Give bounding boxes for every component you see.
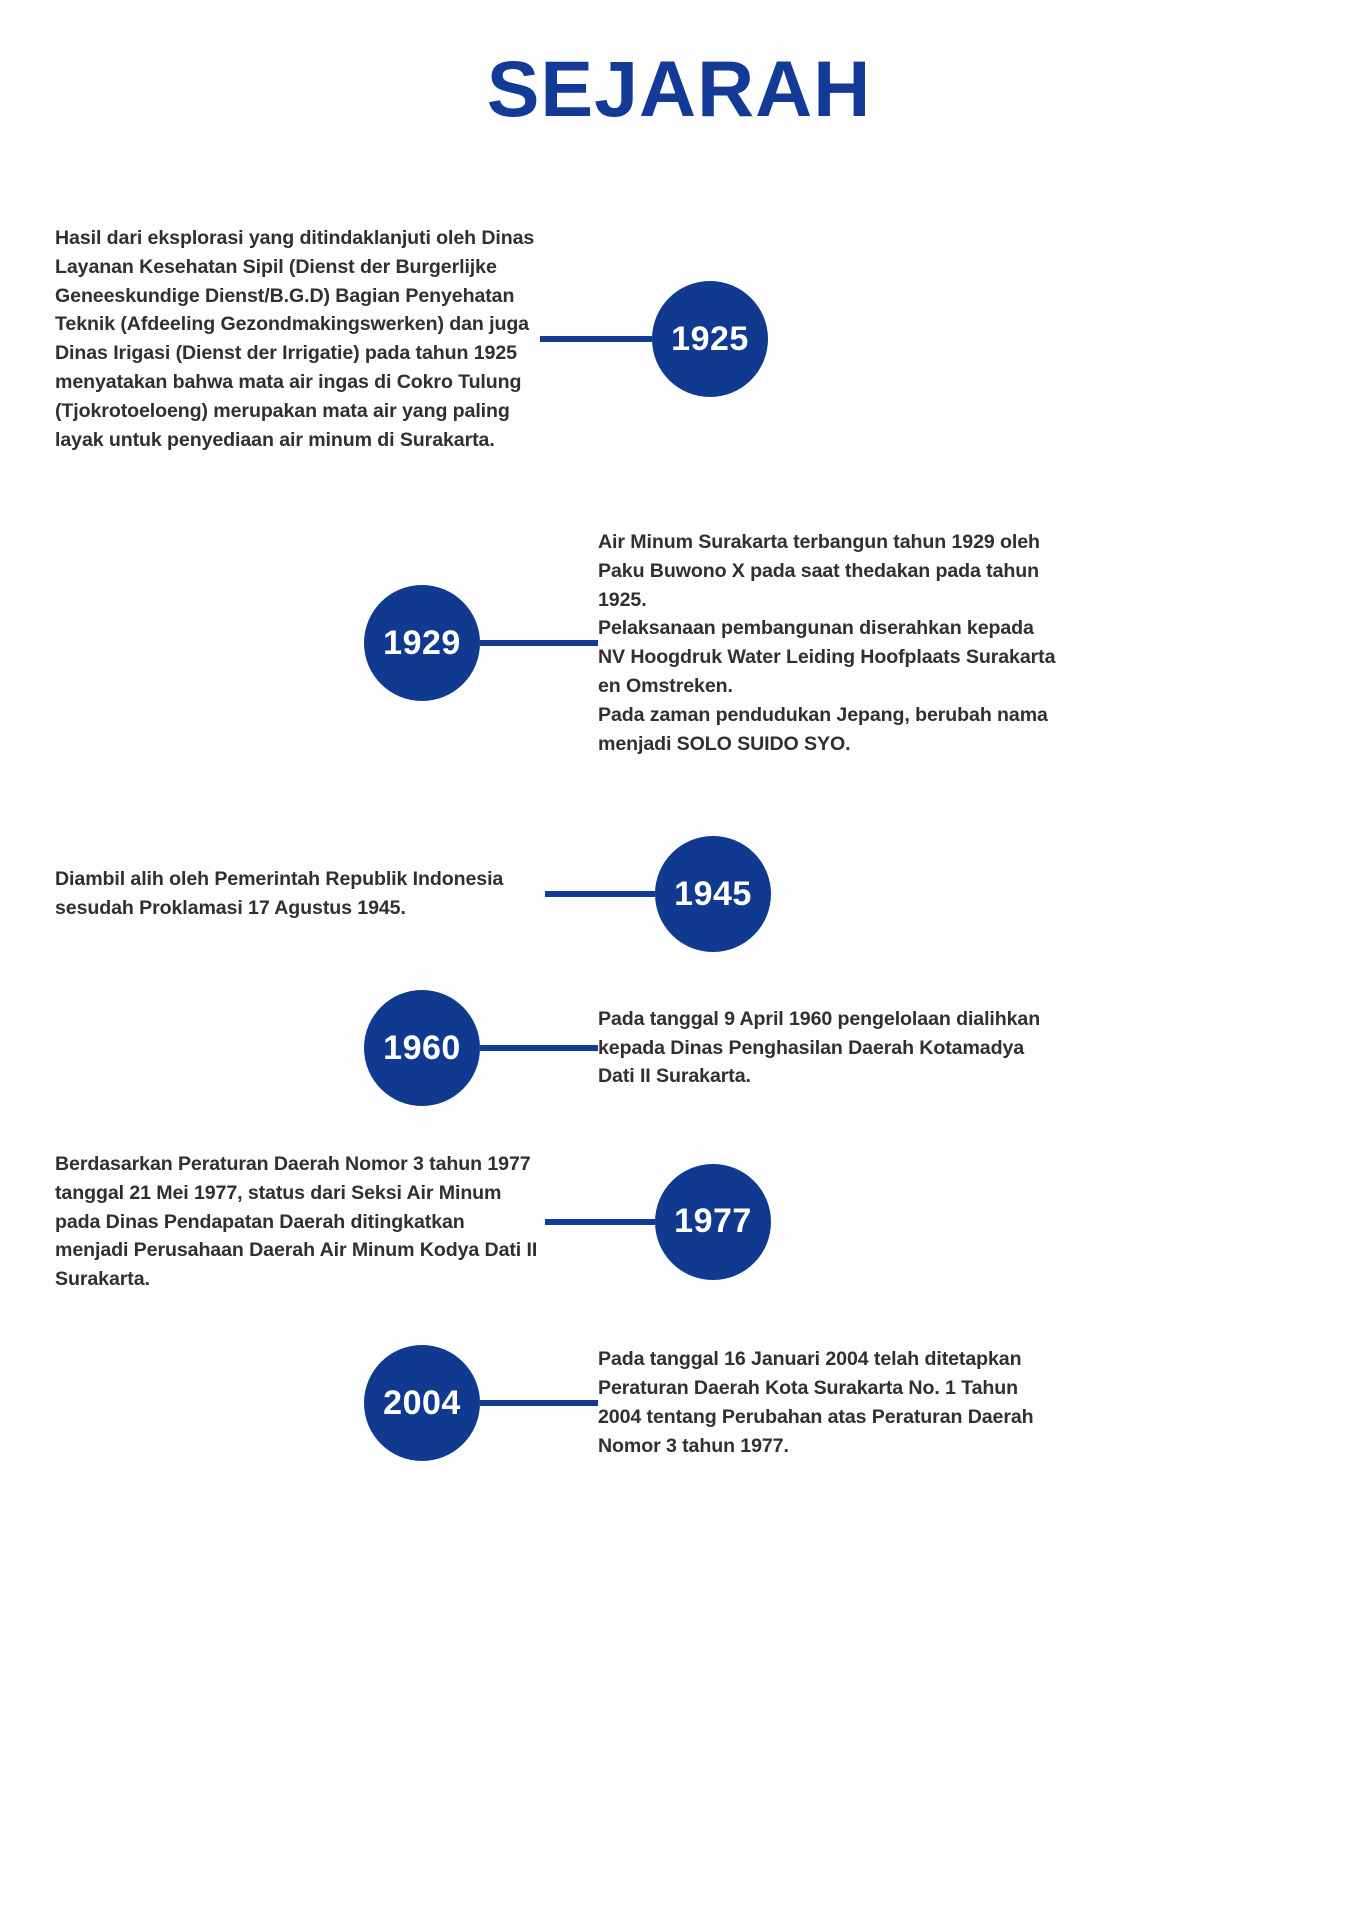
- timeline-marker-1925: 1925: [540, 281, 768, 398]
- text-line: menyatakan bahwa mata air ingas di Cokro…: [55, 370, 522, 393]
- timeline-entry-1977: Berdasarkan Peraturan Daerah Nomor 3 tah…: [0, 1150, 1358, 1294]
- text-line: 2004 tentang Perubahan atas Peraturan Da…: [598, 1406, 1034, 1428]
- text-line: NV Hoogdruk Water Leiding Hoofplaats Sur…: [598, 646, 1056, 669]
- text-line: (Tjokrotoeloeng) merupakan mata air yang…: [55, 399, 510, 422]
- timeline-text-1945: Diambil alih oleh Pemerintah Republik In…: [0, 865, 545, 923]
- timeline-marker-1929: 1929: [364, 585, 598, 702]
- text-line: pada Dinas Pendapatan Daerah ditingkatka…: [55, 1210, 465, 1233]
- text-line: Air Minum Surakarta terbangun tahun 1929…: [598, 531, 1040, 553]
- text-line: layak untuk penyediaan air minum di Sura…: [55, 428, 495, 451]
- timeline-paragraph: Berdasarkan Peraturan Daerah Nomor 3 tah…: [55, 1150, 545, 1294]
- year-bubble-1925[interactable]: 1925: [652, 281, 768, 398]
- timeline-text-1960: Pada tanggal 9 April 1960 pengelolaan di…: [598, 1005, 1078, 1091]
- connector-line: [540, 336, 652, 343]
- year-bubble-1945[interactable]: 1945: [655, 836, 771, 952]
- text-line: sesudah Proklamasi 17 Agustus 1945.: [55, 897, 406, 919]
- timeline-entry-1960: 1960 Pada tanggal 9 April 1960 pengelola…: [0, 990, 1358, 1106]
- timeline-paragraph: Hasil dari eksplorasi yang ditindaklanju…: [55, 224, 540, 454]
- text-line: menjadi Perusahaan Daerah Air Minum Kody…: [55, 1239, 538, 1262]
- text-line: Layanan Kesehatan Sipil (Dienst der Burg…: [55, 255, 497, 278]
- text-line: Paku Buwono X pada saat thedakan pada ta…: [598, 559, 1039, 582]
- timeline-text-1929: Air Minum Surakarta terbangun tahun 1929…: [598, 528, 1078, 758]
- text-line: Hasil dari eksplorasi yang ditindaklanju…: [55, 227, 535, 249]
- text-line: kepada Dinas Penghasilan Daerah Kotamady…: [598, 1036, 1025, 1059]
- timeline-paragraph: Pada tanggal 9 April 1960 pengelolaan di…: [598, 1005, 1078, 1091]
- timeline-marker-2004: 2004: [364, 1345, 598, 1461]
- text-line: Pada tanggal 16 Januari 2004 telah ditet…: [598, 1348, 1022, 1371]
- connector-line: [480, 1400, 598, 1406]
- timeline-entry-1925: Hasil dari eksplorasi yang ditindaklanju…: [0, 224, 1358, 454]
- year-bubble-1960[interactable]: 1960: [364, 990, 480, 1106]
- timeline-text-1925: Hasil dari eksplorasi yang ditindaklanju…: [0, 224, 540, 454]
- text-line: Teknik (Afdeeling Gezondmakingswerken) d…: [55, 313, 529, 336]
- timeline-text-1977: Berdasarkan Peraturan Daerah Nomor 3 tah…: [0, 1150, 545, 1294]
- text-line: Pada tanggal 9 April 1960 pengelolaan di…: [598, 1007, 1041, 1030]
- connector-line: [480, 1045, 598, 1051]
- text-line: Diambil alih oleh Pemerintah Republik In…: [55, 868, 504, 891]
- page-title: SEJARAH: [486, 44, 872, 133]
- timeline-entry-1945: Diambil alih oleh Pemerintah Republik In…: [0, 836, 1358, 952]
- text-line: tanggal 21 Mei 1977, status dari Seksi A…: [55, 1181, 502, 1204]
- text-line: Dati II Surakarta.: [598, 1065, 751, 1088]
- text-line: Surakarta.: [55, 1268, 150, 1291]
- connector-line: [545, 891, 655, 897]
- timeline-text-2004: Pada tanggal 16 Januari 2004 telah ditet…: [598, 1345, 1078, 1460]
- year-bubble-1977[interactable]: 1977: [655, 1163, 771, 1280]
- text-line: 1925.: [598, 588, 647, 611]
- timeline-entry-2004: 2004 Pada tanggal 16 Januari 2004 telah …: [0, 1345, 1358, 1461]
- timeline-paragraph: Diambil alih oleh Pemerintah Republik In…: [55, 865, 545, 923]
- text-line: Geneeskundige Dienst/B.G.D) Bagian Penye…: [55, 284, 515, 307]
- timeline-marker-1945: 1945: [545, 836, 771, 952]
- text-line: Pelaksanaan pembangunan diserahkan kepad…: [598, 617, 1034, 640]
- connector-line: [480, 640, 598, 647]
- timeline-marker-1977: 1977: [545, 1163, 771, 1280]
- connector-line: [545, 1218, 655, 1225]
- text-line: menjadi SOLO SUIDO SYO.: [598, 732, 851, 755]
- text-line: Dinas Irigasi (Dienst der Irrigatie) pad…: [55, 342, 517, 365]
- timeline-marker-1960: 1960: [364, 990, 598, 1106]
- year-bubble-1929[interactable]: 1929: [364, 585, 480, 702]
- text-line: Nomor 3 tahun 1977.: [598, 1434, 789, 1457]
- text-line: Berdasarkan Peraturan Daerah Nomor 3 tah…: [55, 1153, 531, 1175]
- text-line: en Omstreken.: [598, 674, 733, 697]
- year-bubble-2004[interactable]: 2004: [364, 1345, 480, 1461]
- text-line: Pada zaman pendudukan Jepang, berubah na…: [598, 703, 1048, 726]
- text-line: Peraturan Daerah Kota Surakarta No. 1 Ta…: [598, 1377, 1018, 1400]
- timeline-paragraph: Pada tanggal 16 Januari 2004 telah ditet…: [598, 1345, 1078, 1460]
- timeline-paragraph: Air Minum Surakarta terbangun tahun 1929…: [598, 528, 1078, 758]
- timeline-entry-1929: 1929 Air Minum Surakarta terbangun tahun…: [0, 528, 1358, 758]
